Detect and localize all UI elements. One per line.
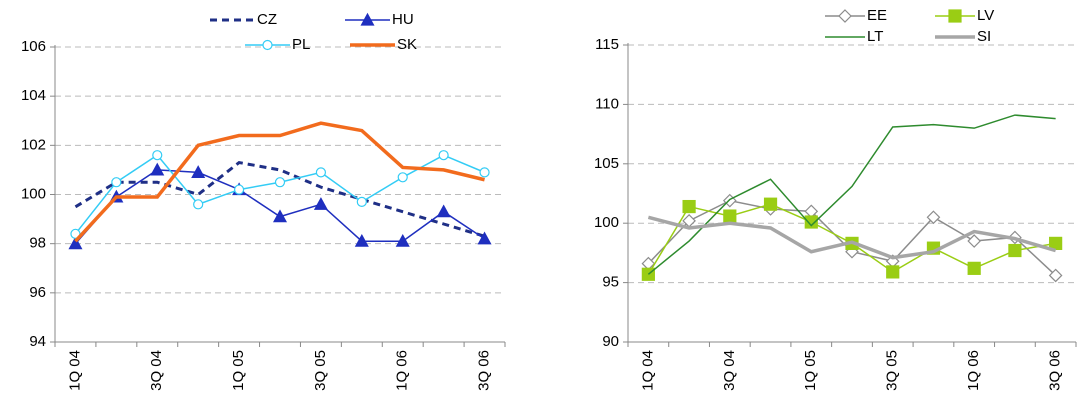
legend-label: LV	[977, 7, 994, 24]
legend-label: HU	[392, 11, 414, 28]
marker	[682, 199, 696, 214]
y-tick-label: 100	[594, 214, 619, 231]
x-tick-label: 3Q 04	[721, 350, 738, 391]
marker	[804, 215, 818, 229]
marker	[438, 150, 449, 161]
marker	[356, 196, 367, 207]
x-tick-label: 3Q 06	[1047, 350, 1064, 391]
x-tick-label: 1Q 06	[394, 350, 411, 391]
x-tick-label: 1Q 04	[639, 350, 656, 391]
legend-label: LT	[867, 28, 883, 45]
marker	[68, 236, 83, 250]
marker	[111, 177, 122, 188]
marker	[397, 172, 408, 183]
y-tick-label: 105	[594, 155, 619, 172]
marker	[436, 204, 451, 218]
y-tick-label: 98	[29, 235, 46, 252]
marker	[262, 39, 273, 51]
y-tick-label: 102	[21, 136, 46, 153]
y-tick-label: 106	[21, 38, 46, 55]
marker	[763, 197, 778, 211]
marker	[479, 167, 490, 178]
marker	[360, 12, 375, 26]
marker	[948, 9, 962, 23]
marker	[354, 233, 369, 247]
marker	[152, 150, 163, 161]
marker	[967, 234, 982, 248]
legend-label: SI	[977, 28, 991, 45]
series-line	[74, 121, 485, 243]
y-tick-label: 104	[21, 87, 46, 104]
y-tick-label: 115	[595, 36, 619, 53]
marker	[233, 184, 245, 195]
series-line	[74, 160, 485, 238]
series-line	[647, 114, 1056, 275]
y-tick-label: 100	[21, 185, 46, 202]
marker	[193, 199, 204, 210]
legend-label: PL	[292, 36, 310, 53]
x-tick-label: 1Q 06	[965, 350, 982, 391]
marker	[722, 193, 737, 208]
x-tick-label: 3Q 05	[884, 350, 901, 391]
x-tick-label: 3Q 06	[476, 350, 493, 391]
x-tick-label: 1Q 05	[802, 350, 819, 391]
marker	[395, 233, 410, 247]
marker	[313, 197, 328, 210]
y-tick-label: 110	[595, 95, 619, 112]
y-tick-label: 96	[29, 284, 46, 301]
x-tick-label: 1Q 04	[66, 350, 83, 391]
x-tick-label: 3Q 04	[148, 350, 165, 391]
legend-label: SK	[397, 36, 417, 53]
legend-label: EE	[867, 7, 887, 24]
marker	[150, 162, 165, 176]
series-line	[647, 215, 1057, 260]
marker	[1008, 243, 1022, 258]
marker	[886, 265, 900, 279]
marker	[191, 165, 206, 178]
marker	[838, 9, 852, 23]
y-tick-label: 95	[602, 274, 619, 291]
marker	[274, 177, 286, 188]
y-tick-label: 90	[602, 333, 619, 350]
marker	[477, 231, 492, 245]
x-tick-label: 1Q 05	[230, 350, 247, 391]
y-tick-label: 94	[29, 333, 46, 350]
marker	[272, 209, 288, 223]
x-tick-label: 3Q 05	[312, 350, 329, 391]
legend-label: CZ	[257, 11, 277, 28]
marker	[926, 210, 941, 225]
marker	[967, 261, 981, 275]
marker	[315, 167, 327, 178]
marker	[723, 209, 737, 223]
marker	[1048, 268, 1063, 283]
